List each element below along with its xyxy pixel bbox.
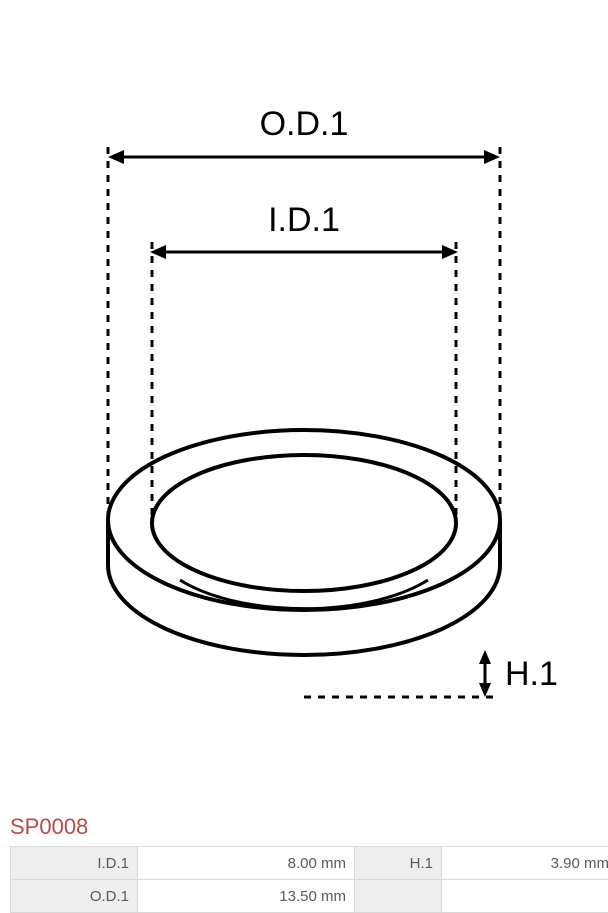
dim-value: 13.50 mm	[138, 880, 355, 913]
dim-value: 3.90 mm	[442, 847, 608, 880]
od1-arrow-right	[484, 150, 500, 164]
ring-drawing-svg: O.D.1 I.D.1 H.1	[0, 0, 608, 810]
part-code: SP0008	[0, 810, 608, 846]
page: O.D.1 I.D.1 H.1 SP0008	[0, 0, 608, 913]
dim-key: H.1	[355, 847, 442, 880]
dim-key: I.D.1	[11, 847, 138, 880]
dim-key: O.D.1	[11, 880, 138, 913]
h1-arrow-up	[479, 650, 491, 664]
h1-label: H.1	[505, 655, 558, 693]
inner-arc-bottom	[180, 580, 428, 609]
dim-value: 8.00 mm	[138, 847, 355, 880]
dim-key	[355, 880, 442, 913]
table-row: I.D.1 8.00 mm H.1 3.90 mm	[11, 847, 608, 880]
dim-value	[442, 880, 608, 913]
dimension-diagram: O.D.1 I.D.1 H.1	[0, 0, 608, 810]
id1-label: I.D.1	[268, 201, 340, 239]
od1-label: O.D.1	[260, 105, 349, 143]
table-row: O.D.1 13.50 mm	[11, 880, 608, 913]
inner-ellipse-top	[152, 455, 456, 591]
h1-arrow-down	[479, 683, 491, 697]
od1-arrow-left	[108, 150, 124, 164]
dimensions-table: I.D.1 8.00 mm H.1 3.90 mm O.D.1 13.50 mm	[10, 846, 608, 913]
